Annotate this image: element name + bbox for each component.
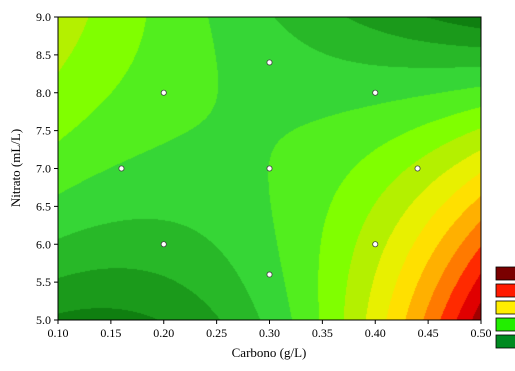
x-axis-title: Carbono (g/L)	[232, 345, 307, 360]
design-point-8	[372, 241, 379, 248]
y-tick-label: 7.5	[36, 124, 51, 138]
legend-swatch-5	[495, 334, 515, 349]
y-tick-label: 7.0	[36, 162, 51, 176]
color-legend	[495, 266, 515, 349]
design-point-2	[160, 89, 167, 96]
y-tick-label: 8.5	[36, 48, 51, 62]
x-axis-ticks: 0.10 0.15 0.20 0.25 0.30 0.35 0.40 0.45 0.50	[48, 320, 492, 340]
x-tick-label: 0.25	[206, 326, 227, 340]
design-points	[118, 59, 421, 278]
legend-swatch-1	[495, 266, 515, 281]
x-tick-label: 0.45	[418, 326, 439, 340]
design-point-4	[266, 59, 273, 66]
y-tick-label: 6.0	[36, 237, 51, 251]
y-tick-label: 9.0	[36, 10, 51, 24]
x-tick-label: 0.15	[100, 326, 121, 340]
x-tick-label: 0.10	[48, 326, 69, 340]
y-axis-ticks: 5.0 5.5 6.0 6.5 7.0 7.5 8.0 8.5 9.0	[36, 10, 58, 327]
x-tick-label: 0.40	[365, 326, 386, 340]
design-point-5	[266, 165, 273, 172]
design-point-9	[414, 165, 421, 172]
legend-swatch-3	[495, 300, 515, 315]
x-tick-label: 0.20	[153, 326, 174, 340]
design-point-1	[118, 165, 125, 172]
x-tick-label: 0.50	[471, 326, 492, 340]
y-tick-label: 5.5	[36, 275, 51, 289]
y-tick-label: 5.0	[36, 313, 51, 327]
design-point-3	[160, 241, 167, 248]
y-tick-label: 8.0	[36, 86, 51, 100]
x-tick-label: 0.35	[312, 326, 333, 340]
legend-swatch-2	[495, 283, 515, 298]
y-tick-label: 6.5	[36, 199, 51, 213]
design-point-7	[372, 89, 379, 96]
x-tick-label: 0.30	[259, 326, 280, 340]
y-axis-title: Nitrato (mL/L)	[8, 129, 23, 207]
design-point-6	[266, 271, 273, 278]
legend-swatch-4	[495, 317, 515, 332]
